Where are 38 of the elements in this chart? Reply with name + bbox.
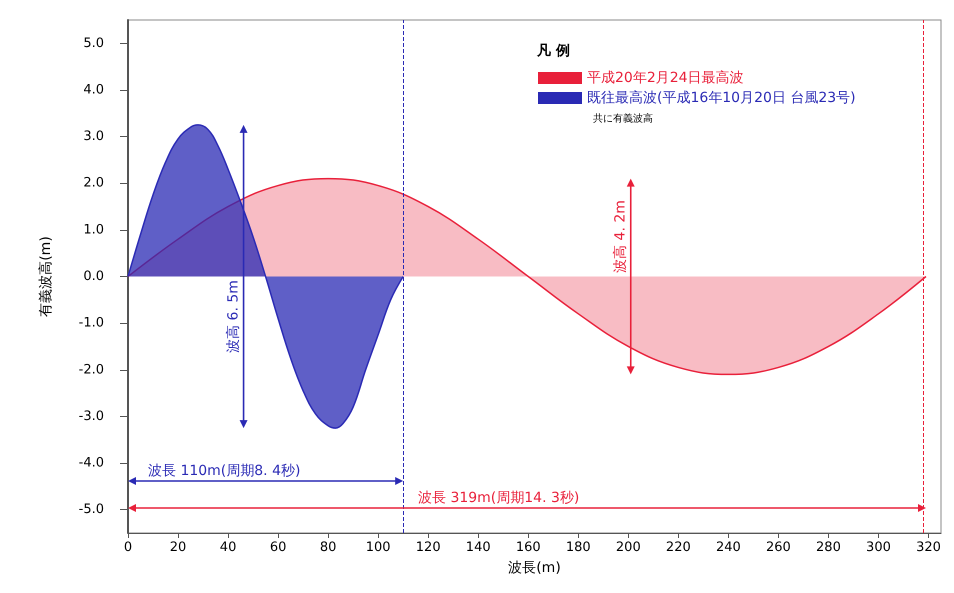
x-tick-label: 20 (170, 540, 186, 555)
x-tick-label: 260 (766, 540, 791, 555)
x-tick-label: 300 (866, 540, 891, 555)
annotation: 波高 4. 2m (612, 200, 629, 273)
x-tick-label: 100 (366, 540, 391, 555)
y-tick-label: 2.0 (83, 176, 104, 191)
annotation: 波長 319m(周期14. 3秒) (418, 490, 580, 506)
x-tick-label: 200 (616, 540, 641, 555)
x-tick-label: 80 (320, 540, 336, 555)
y-tick-label: -2.0 (78, 362, 104, 378)
legend-title: 凡 例 (536, 43, 570, 59)
x-tick-label: 40 (220, 540, 236, 555)
annotation: 波長 110m(周期8. 4秒) (148, 463, 300, 479)
y-tick-label: -3.0 (78, 408, 104, 424)
legend-label: 既往最高波(平成16年10月20日 台風23号) (587, 90, 856, 106)
x-tick-label: 60 (270, 540, 286, 555)
y-tick-label: -5.0 (78, 502, 104, 518)
y-tick-label: 0.0 (83, 269, 104, 284)
x-axis-title: 波長(m) (508, 560, 561, 576)
annotation: 共に有義波高 (593, 112, 653, 124)
y-tick-label: -4.0 (78, 456, 104, 471)
annotation: 波高 6. 5m (226, 280, 242, 353)
y-tick-label: -1.0 (78, 316, 104, 331)
x-tick-label: 0 (124, 540, 132, 555)
x-tick-label: 120 (416, 540, 441, 555)
x-tick-label: 280 (816, 540, 841, 555)
y-tick-label: 1.0 (83, 222, 104, 238)
x-tick-label: 220 (666, 540, 691, 555)
x-tick-label: 240 (716, 540, 741, 555)
x-tick-label: 160 (516, 540, 541, 555)
y-axis-title: 有義波高(m) (38, 236, 54, 317)
legend-label: 平成20年2月24日最高波 (587, 70, 744, 86)
y-tick-label: 4.0 (83, 82, 104, 98)
x-tick-label: 140 (466, 540, 491, 555)
x-tick-label: 320 (916, 540, 941, 555)
x-tick-label: 180 (566, 540, 591, 555)
y-tick-label: 3.0 (83, 129, 104, 144)
y-tick-label: 5.0 (83, 36, 104, 51)
